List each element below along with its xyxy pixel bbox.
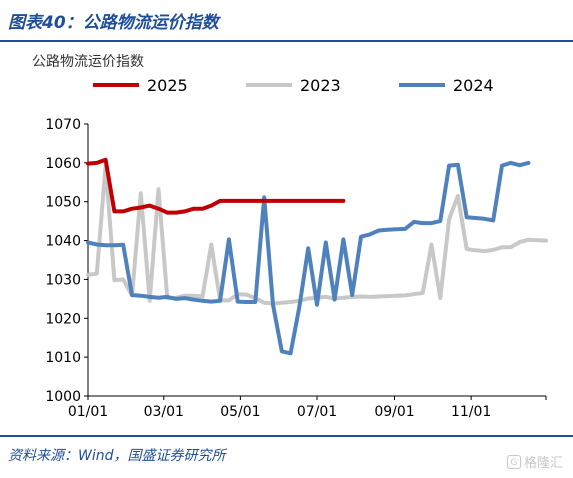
x-tick-label: 03/01 <box>144 404 184 420</box>
y-tick-label: 1020 <box>45 311 81 327</box>
y-tick-label: 1040 <box>45 234 81 250</box>
legend-label-2023: 2023 <box>300 76 341 95</box>
x-tick-label: 01/01 <box>68 404 108 420</box>
y-tick-label: 1030 <box>45 272 81 288</box>
series-line-2025 <box>86 157 346 215</box>
figure-title: 图表40：公路物流运价指数 <box>8 13 219 33</box>
y-tick-label: 1070 <box>45 117 81 133</box>
legend-label-2024: 2024 <box>453 76 494 95</box>
series-line-2023 <box>86 164 548 306</box>
legend: 2025 2023 2024 <box>93 76 494 95</box>
x-tick-label: 05/01 <box>220 404 260 420</box>
header-rule <box>0 40 573 42</box>
footer-rule <box>0 435 573 437</box>
y-tick-label: 1000 <box>45 389 81 405</box>
source-note: 资料来源：Wind，国盛证券研究所 <box>8 448 226 464</box>
x-tick-label: 09/01 <box>374 404 414 420</box>
axes: 1000 1010 1020 1030 1040 1050 1060 1070 01/01 03/… <box>45 117 547 420</box>
y-tick-label: 1060 <box>45 156 81 172</box>
watermark: G 格隆汇 <box>506 452 563 471</box>
series-group <box>86 157 548 356</box>
watermark-logo-icon: G <box>506 454 521 469</box>
x-tick-label: 07/01 <box>297 404 337 420</box>
watermark-text: 格隆汇 <box>523 456 563 471</box>
legend-label-2025: 2025 <box>147 76 188 95</box>
y-tick-label: 1050 <box>45 195 81 211</box>
y-axis-label: 公路物流运价指数 <box>32 54 144 70</box>
x-tick-label: 11/01 <box>451 404 491 420</box>
y-tick-label: 1010 <box>45 350 81 366</box>
